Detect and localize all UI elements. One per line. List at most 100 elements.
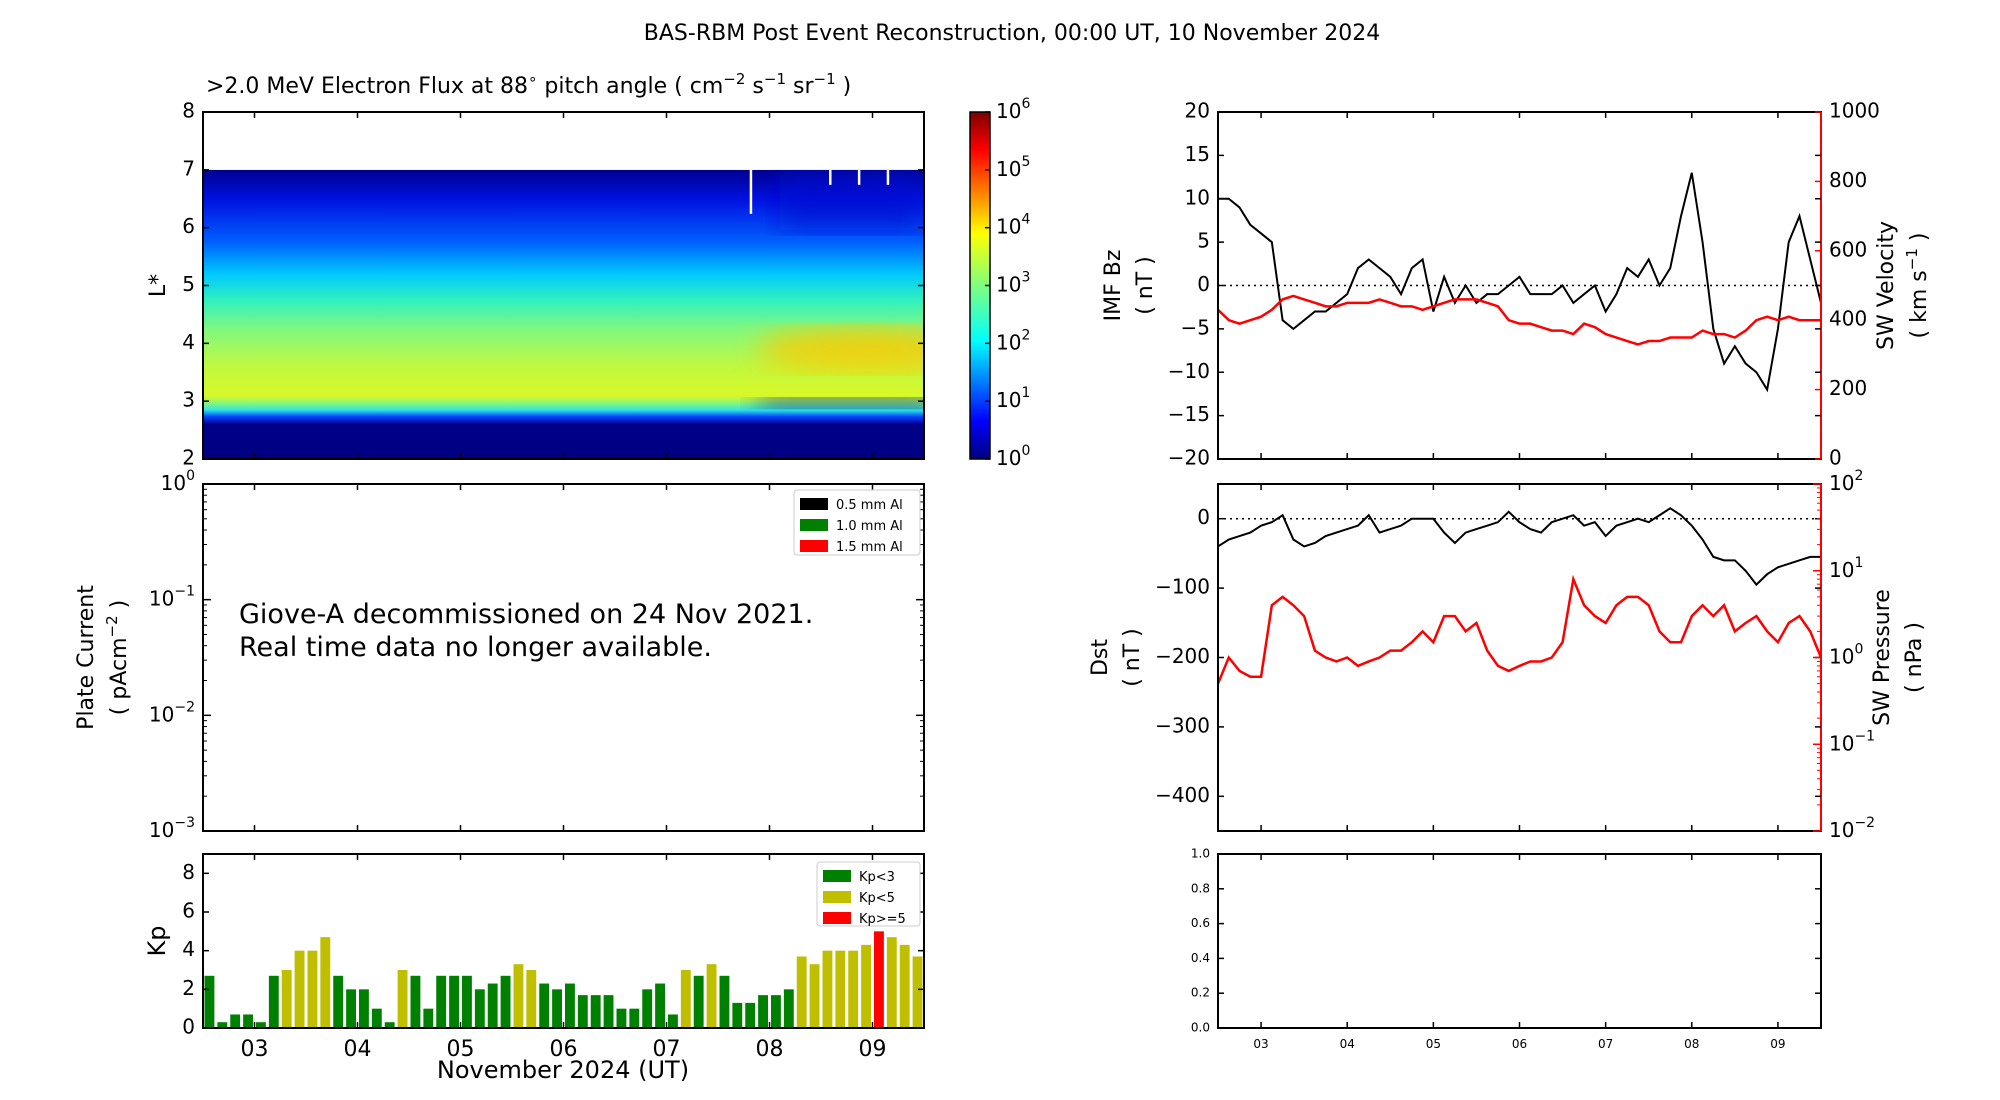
x-tick-label: 06 (1512, 1037, 1527, 1051)
kp-bar (281, 970, 292, 1028)
y-tick-label: −200 (1155, 644, 1210, 668)
kp-bar (333, 975, 344, 1028)
tick-label: 100 (1829, 642, 1863, 669)
text-segment: >2.0 MeV Electron Flux at 88 (206, 74, 528, 99)
kp-bar (487, 983, 498, 1028)
kp-bar (809, 964, 820, 1028)
text-segment: 10 (1829, 471, 1854, 495)
tick-label: 101 (1829, 555, 1863, 582)
kp-bar (590, 995, 601, 1028)
kp-bar (526, 970, 537, 1028)
tick-label: 105 (996, 154, 1030, 181)
kp-bar (307, 950, 318, 1028)
y-tick-label: 10 (1185, 185, 1210, 209)
kp-bar (668, 1014, 678, 1028)
legend-swatch (800, 540, 828, 552)
y-tick-label: −100 (1155, 575, 1210, 599)
text-segment: 10 (1829, 557, 1854, 581)
superscript: −1 (764, 70, 786, 88)
kp-bar (603, 995, 614, 1028)
kp-bar (732, 1002, 743, 1028)
text-segment: 10 (149, 586, 174, 610)
legend: 0.5 mm Al 1.0 mm Al 1.5 mm Al (793, 489, 921, 556)
kp-bar (243, 1014, 253, 1028)
sw-pressure-line (1216, 574, 1823, 685)
y-tick-label: 2 (182, 446, 195, 470)
flux-depletion (779, 169, 924, 230)
legend-swatch (823, 870, 851, 882)
tick-label: 104 (996, 212, 1030, 239)
kp-bar (552, 989, 562, 1028)
y-tick-label: 0.8 (1191, 881, 1210, 895)
legend-swatch (823, 891, 851, 903)
flux-peak-region (756, 327, 924, 372)
legend-label: Kp<5 (859, 891, 895, 906)
y-tick-label: 400 (1829, 307, 1867, 331)
tick-label: 10−2 (1829, 815, 1875, 842)
kp-bar (655, 983, 665, 1028)
x-tick-label: 04 (1340, 1037, 1355, 1051)
y-tick-label: 7 (182, 156, 195, 180)
superscript: −1 (1903, 248, 1921, 270)
tick-label: 100 (161, 468, 195, 495)
tick-label: 106 (996, 96, 1030, 123)
y-tick-label: 8 (182, 860, 195, 884)
y-axis-label: Plate Current (74, 585, 99, 730)
y-tick-label: 5 (1197, 229, 1210, 253)
x-tick-label: 08 (1684, 1037, 1699, 1051)
y-tick-label: 4 (182, 937, 195, 961)
tick-label: 10−3 (149, 815, 195, 842)
kp-bar (294, 950, 305, 1028)
kp-bar (462, 975, 472, 1028)
superscript: 6 (1021, 96, 1030, 112)
kp-bar (256, 1022, 266, 1028)
kp-bar (693, 975, 704, 1028)
y-tick-label: 1000 (1829, 99, 1880, 123)
superscript: 1 (1854, 555, 1863, 571)
y-tick-label: 200 (1829, 376, 1867, 400)
y-tick-label: −20 (1168, 446, 1210, 470)
y-tick-label: 4 (182, 330, 195, 354)
kp-bar (500, 975, 511, 1028)
kp-bar (217, 1022, 228, 1028)
legend-swatch (800, 498, 828, 510)
y-axis-label: Kp (143, 926, 171, 957)
kp-bar (680, 970, 691, 1028)
kp-bar (371, 1008, 382, 1028)
superscript: −2 (103, 615, 121, 637)
text-segment: s (745, 74, 763, 99)
dst-frame (1217, 483, 1822, 832)
x-tick-label: 08 (756, 1037, 784, 1062)
superscript: ∘ (528, 70, 537, 88)
text-segment: 10 (161, 471, 186, 495)
kp-bar (346, 989, 356, 1028)
y-axis-label: Dst (1088, 639, 1113, 676)
text-segment: 10 (996, 330, 1021, 354)
text-segment: pitch angle ( cm (537, 74, 723, 99)
legend: Kp<3 Kp<5 Kp>=5 (816, 861, 921, 927)
kp-bar (912, 956, 923, 1028)
legend-label: 1.5 mm Al (836, 540, 903, 555)
x-axis-label: November 2024 (UT) (437, 1056, 689, 1084)
x-tick-label: 05 (1426, 1037, 1441, 1051)
tick-label: 10−1 (149, 584, 195, 611)
y-tick-label: 0 (182, 1015, 195, 1039)
y-axis-unit: ( nT ) (1133, 256, 1158, 315)
panel-title: >2.0 MeV Electron Flux at 88∘ pitch angl… (206, 70, 851, 99)
kp-bar (758, 995, 768, 1028)
superscript: −1 (174, 584, 195, 600)
kp-bar (706, 964, 717, 1028)
kp-bar (359, 989, 369, 1028)
kp-bar (268, 975, 279, 1028)
x-tick-label: 03 (241, 1037, 269, 1062)
kp-bar (616, 1008, 627, 1028)
y-tick-label: 0.6 (1191, 916, 1210, 930)
right-axis-label: SW Pressure (1870, 589, 1895, 726)
y-tick-label: 0.0 (1191, 1021, 1210, 1035)
superscript: 0 (1021, 443, 1030, 459)
y-axis-label: IMF Bz (1101, 250, 1126, 322)
kp-bar (539, 983, 550, 1028)
kp-bar (719, 975, 730, 1028)
flux-heatmap (203, 169, 924, 459)
